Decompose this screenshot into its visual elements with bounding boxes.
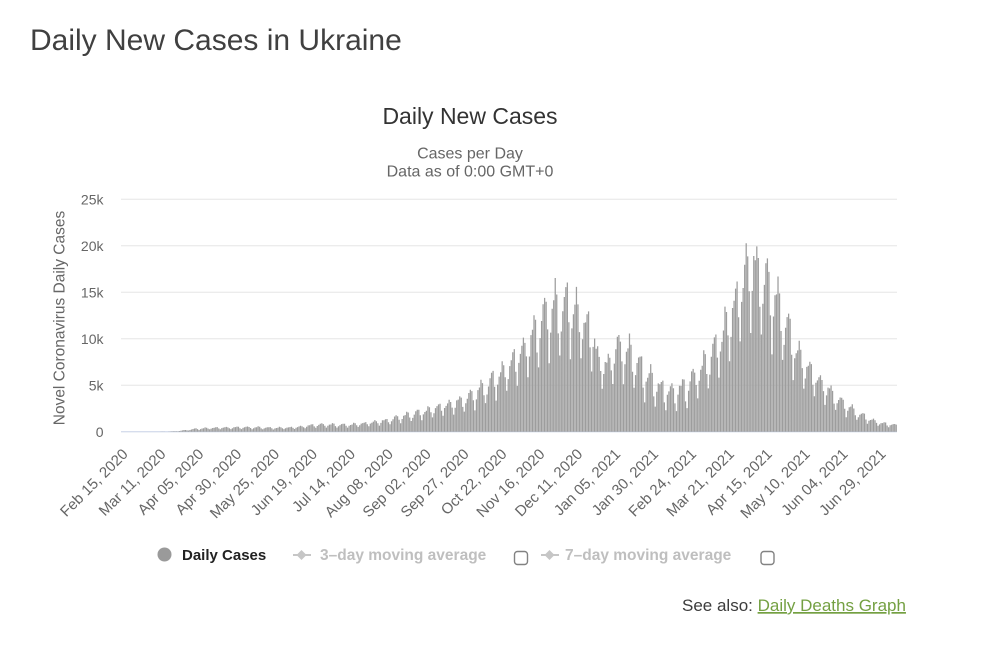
- svg-text:Novel Coronavirus Daily Cases: Novel Coronavirus Daily Cases: [52, 211, 69, 426]
- svg-text:Daily Cases: Daily Cases: [182, 547, 266, 564]
- svg-text:5k: 5k: [89, 377, 105, 393]
- svg-text:10k: 10k: [81, 331, 105, 347]
- svg-text:7–day moving average: 7–day moving average: [565, 547, 732, 564]
- svg-text:25k: 25k: [81, 191, 105, 207]
- svg-text:See also: Daily Deaths Graph: See also: Daily Deaths Graph: [682, 596, 906, 615]
- svg-text:Daily New Cases: Daily New Cases: [382, 103, 557, 129]
- svg-text:Cases per Day: Cases per Day: [417, 146, 523, 163]
- svg-text:Daily New Cases in Ukraine: Daily New Cases in Ukraine: [30, 24, 402, 57]
- svg-text:Data as of 0:00 GMT+0: Data as of 0:00 GMT+0: [387, 164, 554, 181]
- svg-text:15k: 15k: [81, 284, 105, 300]
- svg-text:3–day moving average: 3–day moving average: [320, 547, 487, 564]
- svg-text:20k: 20k: [81, 238, 105, 254]
- svg-text:0: 0: [96, 424, 104, 440]
